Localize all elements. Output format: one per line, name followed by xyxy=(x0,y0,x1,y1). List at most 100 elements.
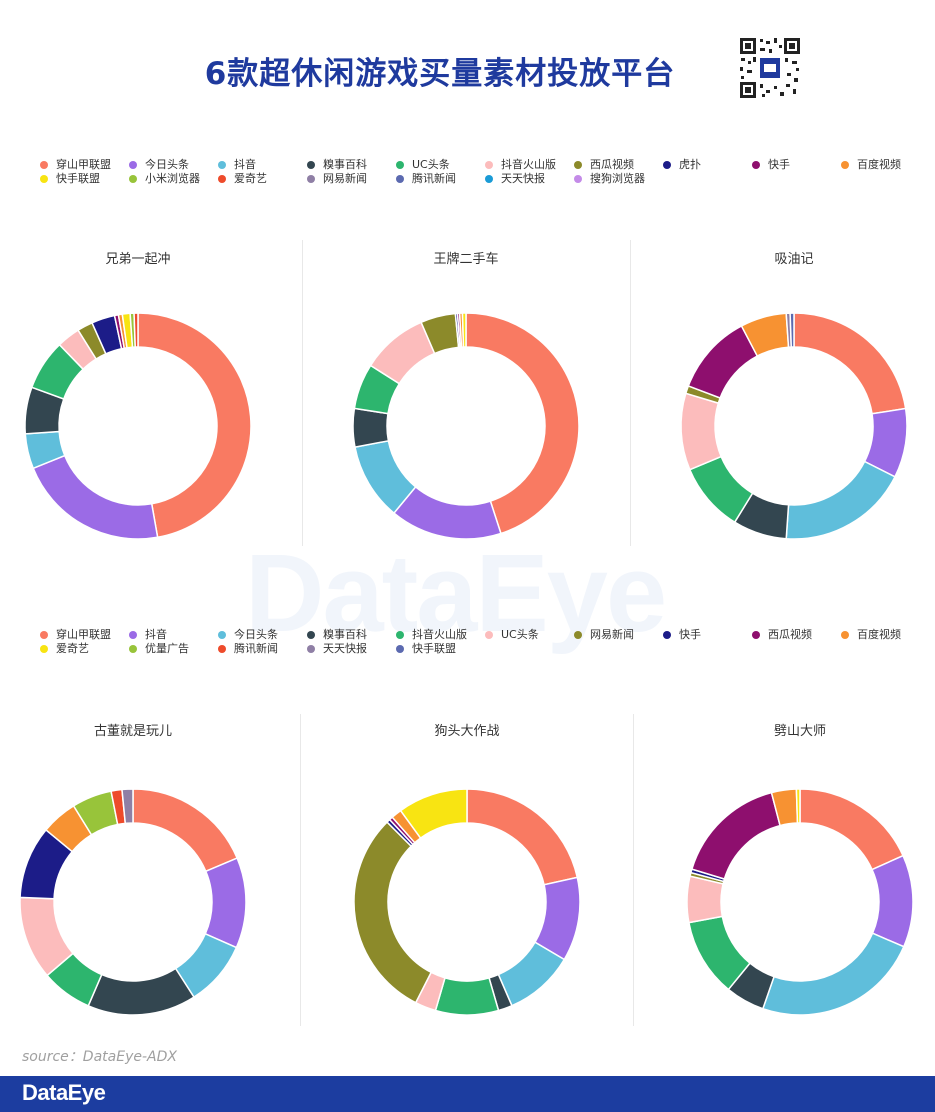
legend-label: 今日头条 xyxy=(145,158,189,171)
legend-swatch xyxy=(129,631,137,639)
legend-label: 虎扑 xyxy=(679,158,701,171)
legend-swatch xyxy=(307,645,315,653)
legend-label: 抖音 xyxy=(145,628,167,641)
donut-slice[interactable] xyxy=(871,854,914,948)
legend-label: 腾讯新闻 xyxy=(234,642,278,655)
chart-title: 兄弟一起冲 xyxy=(105,252,171,267)
legend-label: 糗事百科 xyxy=(323,158,367,171)
legend-label: 腾讯新闻 xyxy=(412,172,456,185)
legend-swatch xyxy=(307,175,315,183)
chart-divider xyxy=(630,240,631,546)
chart-title: 古董就是玩儿 xyxy=(93,724,172,739)
donut-slice[interactable] xyxy=(32,454,159,540)
legend-label: 快手联盟 xyxy=(56,172,100,185)
legend-label: 网易新闻 xyxy=(590,628,634,641)
legend-label: 天天快报 xyxy=(323,642,367,655)
legend-swatch xyxy=(218,175,226,183)
footer-logo: DataEye xyxy=(22,1080,106,1105)
donut-slice[interactable] xyxy=(793,312,907,415)
legend-swatch xyxy=(129,161,137,169)
legend-swatch xyxy=(663,631,671,639)
donut-slice[interactable] xyxy=(137,312,252,539)
legend-label: 快手联盟 xyxy=(412,642,456,655)
legend-swatch xyxy=(485,631,493,639)
legend-label: 快手 xyxy=(768,158,790,171)
legend-swatch xyxy=(396,175,404,183)
donut-slice[interactable] xyxy=(789,312,795,348)
legend-label: 快手 xyxy=(679,628,701,641)
donut-slice[interactable] xyxy=(785,460,896,540)
watermark-logo: DataEye xyxy=(245,532,667,655)
donut-slice[interactable] xyxy=(434,976,500,1016)
donut-slice[interactable] xyxy=(680,392,723,471)
donut-slice[interactable] xyxy=(121,788,134,825)
page-title: 6款超休闲游戏买量素材投放平台 xyxy=(204,56,676,92)
legend-label: 爱奇艺 xyxy=(234,172,267,185)
legend-label: 糗事百科 xyxy=(323,628,367,641)
donut-slice[interactable] xyxy=(352,407,390,449)
legend-swatch xyxy=(574,175,582,183)
legend-swatch xyxy=(841,631,849,639)
legend-label: 百度视频 xyxy=(857,628,901,641)
legend-label: 搜狗浏览器 xyxy=(590,172,645,185)
legend-swatch xyxy=(218,161,226,169)
donut-chart xyxy=(24,312,252,540)
legend-swatch xyxy=(752,631,760,639)
donut-slice[interactable] xyxy=(461,312,467,348)
donut-slice[interactable] xyxy=(133,312,139,348)
legend-label: 今日头条 xyxy=(234,628,278,641)
donut-slice[interactable] xyxy=(353,821,433,1004)
source-note: source：DataEye-ADX xyxy=(22,1049,177,1065)
legend-swatch xyxy=(396,645,404,653)
chart-title: 王牌二手车 xyxy=(433,252,499,267)
donut-chart xyxy=(352,312,580,540)
legend-swatch xyxy=(218,645,226,653)
donut-slice[interactable] xyxy=(799,788,905,871)
legend-swatch xyxy=(663,161,671,169)
donut-chart xyxy=(353,788,581,1016)
legend-label: 优量广告 xyxy=(145,642,189,655)
donut-slice[interactable] xyxy=(690,791,781,880)
qr-code-icon xyxy=(738,36,802,100)
legend-swatch xyxy=(396,161,404,169)
donut-slice[interactable] xyxy=(466,788,579,886)
donut-slice[interactable] xyxy=(399,788,468,840)
legend-swatch xyxy=(574,631,582,639)
legend-swatch xyxy=(40,645,48,653)
chart-divider xyxy=(300,714,301,1026)
legend-swatch xyxy=(396,631,404,639)
chart-divider xyxy=(302,240,303,546)
chart-divider xyxy=(633,714,634,1026)
legend-swatch xyxy=(40,161,48,169)
legend-label: 抖音 xyxy=(234,158,256,171)
legend-swatch xyxy=(129,175,137,183)
donut-chart xyxy=(686,788,914,1016)
legend-swatch xyxy=(40,175,48,183)
legend-swatch xyxy=(218,631,226,639)
legend-label: 西瓜视频 xyxy=(590,158,634,171)
donut-slice[interactable] xyxy=(795,788,801,824)
donut-slice[interactable] xyxy=(465,312,580,535)
legend-label: UC头条 xyxy=(501,628,539,641)
legend-label: 爱奇艺 xyxy=(56,642,89,655)
legend-label: 穿山甲联盟 xyxy=(56,628,111,641)
legend-label: 穿山甲联盟 xyxy=(56,158,111,171)
legend-swatch xyxy=(129,645,137,653)
donut-slice[interactable] xyxy=(204,857,247,949)
donut-slice[interactable] xyxy=(87,967,195,1016)
legend-label: 天天快报 xyxy=(501,172,545,185)
legend-label: 西瓜视频 xyxy=(768,628,812,641)
legend-swatch xyxy=(574,161,582,169)
legend-swatch xyxy=(40,631,48,639)
legend-label: 网易新闻 xyxy=(323,172,367,185)
donut-slice[interactable] xyxy=(132,788,239,873)
donut-chart xyxy=(680,312,908,540)
legend-label: 小米浏览器 xyxy=(145,172,200,185)
legend-swatch xyxy=(307,631,315,639)
donut-slice[interactable] xyxy=(761,932,905,1016)
chart-title: 狗头大作战 xyxy=(434,724,500,739)
legend-swatch xyxy=(841,161,849,169)
legend-label: UC头条 xyxy=(412,158,450,171)
donut-chart xyxy=(19,788,247,1016)
legend-label: 百度视频 xyxy=(857,158,901,171)
